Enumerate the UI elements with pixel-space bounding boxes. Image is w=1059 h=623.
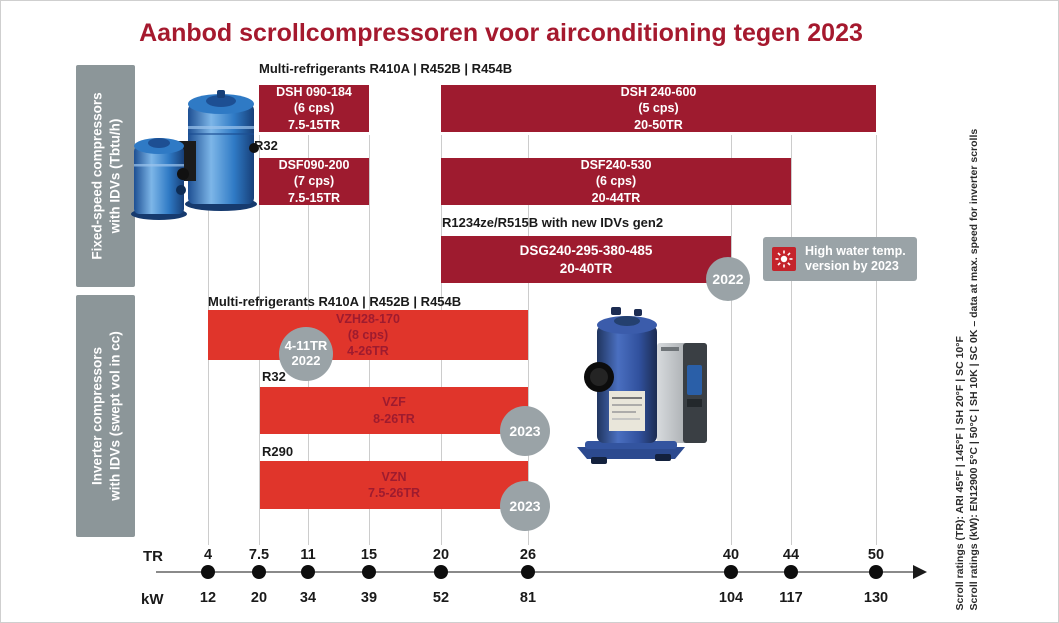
year-badge-2023-vzn: 2023 <box>500 481 550 531</box>
axis-tick-kw: 81 <box>519 590 537 606</box>
axis-tick-kw: 34 <box>299 590 317 606</box>
axis-tick-tr: 20 <box>432 547 450 563</box>
high-water-temp-label: High water temp. version by 2023 <box>805 244 906 273</box>
refrigerant-label-inverter-r32: R32 <box>262 369 286 384</box>
axis-dot <box>434 565 448 579</box>
axis-unit-kw: kW <box>141 591 164 608</box>
bar-dsf090-200: DSF090-200 (7 cps) 7.5-15TR <box>259 158 369 205</box>
axis-dot <box>784 565 798 579</box>
page-title: Aanbod scrollcompressoren voor aircondit… <box>139 19 863 47</box>
year-badge-vzh-4-11tr-2022: 4-11TR 2022 <box>279 327 333 381</box>
axis-tick-kw: 12 <box>199 590 217 606</box>
axis-dot <box>301 565 315 579</box>
axis-dot <box>869 565 883 579</box>
axis-tick-kw: 104 <box>718 590 744 606</box>
axis-tick-tr: 11 <box>300 547 316 563</box>
axis-dot <box>362 565 376 579</box>
high-water-temp-badge: High water temp. version by 2023 <box>763 237 917 281</box>
section-label-fixed-speed: Fixed-speed compressors with IDVs (Tbtu/… <box>88 92 122 260</box>
axis-tick-kw: 130 <box>863 590 889 606</box>
scroll-ratings-footnote: Scroll ratings (TR): ARI 45°F | 145°F | … <box>953 96 981 611</box>
axis-tick-tr: 15 <box>360 547 378 563</box>
gridline <box>731 135 732 545</box>
year-badge-2023-vzf: 2023 <box>500 406 550 456</box>
footnote-line-kw: Scroll ratings (kW): EN12900 5°C | 50°C … <box>968 128 980 611</box>
x-axis-line <box>156 571 916 573</box>
axis-tick-kw: 20 <box>250 590 268 606</box>
axis-unit-tr: TR <box>143 548 163 565</box>
axis-tick-tr: 26 <box>519 547 537 563</box>
axis-tick-tr: 7.5 <box>248 547 270 563</box>
refrigerant-label-r290: R290 <box>262 444 294 459</box>
bar-dsh-240-600: DSH 240-600 (5 cps) 20-50TR <box>441 85 876 132</box>
bar-dsf240-530: DSF240-530 (6 cps) 20-44TR <box>441 158 791 205</box>
section-label-inverter: Inverter compressors with IDVs (swept vo… <box>88 331 122 501</box>
refrigerant-label-fixed-r32: R32 <box>254 138 278 153</box>
gridline <box>876 135 877 545</box>
bar-vzf: VZF 8-26TR <box>260 387 528 434</box>
axis-tick-kw: 117 <box>779 590 803 606</box>
bar-dsh-090-184: DSH 090-184 (6 cps) 7.5-15TR <box>259 85 369 132</box>
axis-dot <box>201 565 215 579</box>
bar-vzn: VZN 7.5-26TR <box>260 461 528 509</box>
axis-tick-tr: 44 <box>782 547 800 563</box>
bar-dsg240: DSG240-295-380-485 20-40TR <box>441 236 731 283</box>
compressor-image-fixed-speed <box>131 90 259 220</box>
refrigerant-label-inverter-multi: Multi-refrigerants R410A | R452B | R454B <box>208 294 462 309</box>
bar-vzh28-170: VZH28-170 (8 cps) 4-26TR <box>208 310 528 360</box>
x-axis-arrow-icon <box>913 565 927 579</box>
axis-tick-kw: 39 <box>360 590 378 606</box>
section-box-inverter: Inverter compressors with IDVs (swept vo… <box>76 295 135 537</box>
year-badge-2022-dsg: 2022 <box>706 257 750 301</box>
axis-dot <box>724 565 738 579</box>
gridline <box>791 135 792 545</box>
sun-icon <box>772 247 796 271</box>
axis-tick-tr: 40 <box>722 547 740 563</box>
axis-dot <box>521 565 535 579</box>
axis-tick-tr: 50 <box>867 547 885 563</box>
axis-tick-kw: 52 <box>432 590 450 606</box>
axis-tick-tr: 4 <box>203 547 213 563</box>
refrigerant-label-r1234ze: R1234ze/R515B with new IDVs gen2 <box>442 215 664 230</box>
compressor-image-inverter <box>577 307 707 464</box>
section-box-fixed-speed: Fixed-speed compressors with IDVs (Tbtu/… <box>76 65 135 287</box>
refrigerant-label-fixed-multi: Multi-refrigerants R410A | R452B | R454B <box>259 61 513 76</box>
gridline <box>528 135 529 545</box>
axis-dot <box>252 565 266 579</box>
footnote-line-tr: Scroll ratings (TR): ARI 45°F | 145°F | … <box>953 336 966 611</box>
